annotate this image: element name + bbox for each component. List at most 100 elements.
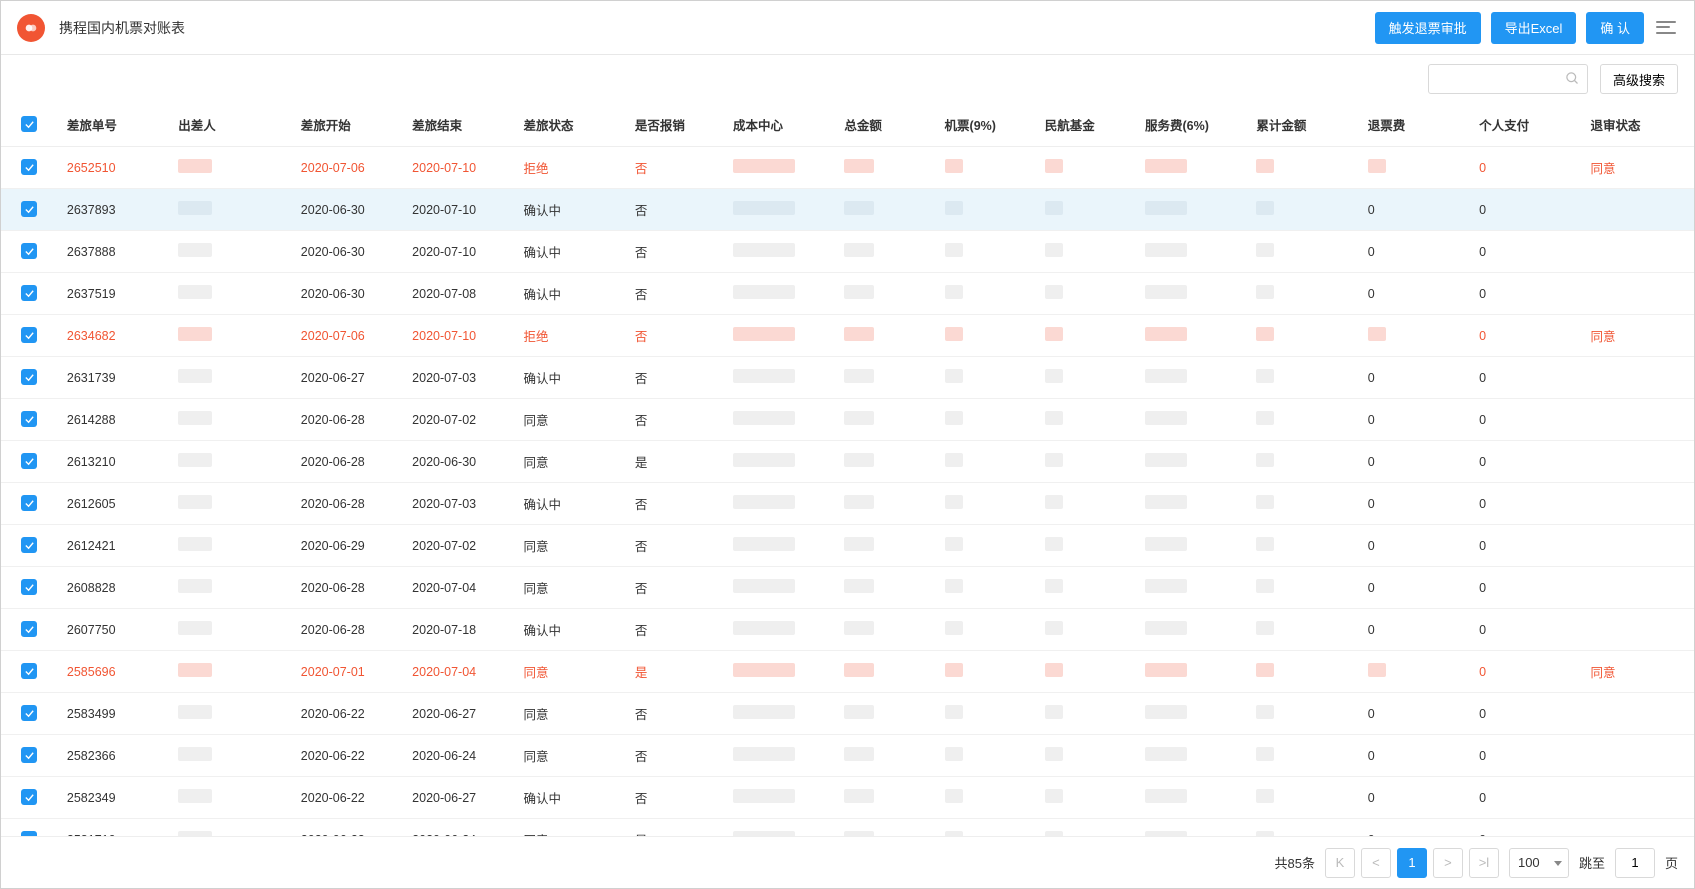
row-checkbox[interactable]	[21, 243, 37, 259]
redacted-value	[733, 537, 795, 551]
search-input[interactable]	[1428, 64, 1588, 94]
column-settings-icon[interactable]	[1654, 16, 1678, 40]
page-prev-button[interactable]: <	[1361, 848, 1391, 878]
col-cost-center[interactable]: 成本中心	[725, 103, 836, 147]
col-ticket-9[interactable]: 机票(9%)	[937, 103, 1037, 147]
cell-total-amount	[836, 483, 936, 525]
cell-aviation-fund	[1037, 693, 1137, 735]
row-checkbox[interactable]	[21, 453, 37, 469]
table-row[interactable]: 26378932020-06-302020-07-10确认中否00	[1, 189, 1694, 231]
cell-cost-center	[725, 147, 836, 189]
row-checkbox[interactable]	[21, 621, 37, 637]
redacted-value	[178, 201, 212, 215]
table-row[interactable]: 26088282020-06-282020-07-04同意否00	[1, 567, 1694, 609]
table-row[interactable]: 25817102020-06-222020-06-24同意是00	[1, 819, 1694, 837]
redacted-value	[178, 537, 212, 551]
table-row[interactable]: 26126052020-06-282020-07-03确认中否00	[1, 483, 1694, 525]
col-accum-amount[interactable]: 累计金额	[1248, 103, 1359, 147]
table-row[interactable]: 26375192020-06-302020-07-08确认中否00	[1, 273, 1694, 315]
cell-start-date: 2020-06-30	[293, 273, 404, 315]
redacted-value	[1256, 285, 1274, 299]
row-checkbox[interactable]	[21, 327, 37, 343]
redacted-value	[733, 285, 795, 299]
row-checkbox[interactable]	[21, 201, 37, 217]
page-number-button[interactable]: 1	[1397, 848, 1427, 878]
col-reimburse[interactable]: 是否报销	[627, 103, 725, 147]
page-size-select[interactable]: 100	[1509, 848, 1569, 878]
col-refund-status[interactable]: 退审状态	[1583, 103, 1694, 147]
cell-reimburse: 否	[627, 483, 725, 525]
page-jump-input[interactable]	[1615, 848, 1655, 878]
page-next-button[interactable]: >	[1433, 848, 1463, 878]
cell-accum-amount	[1248, 399, 1359, 441]
row-checkbox[interactable]	[21, 495, 37, 511]
table-row[interactable]: 26525102020-07-062020-07-10拒绝否0同意	[1, 147, 1694, 189]
table-row[interactable]: 26378882020-06-302020-07-10确认中否00	[1, 231, 1694, 273]
cell-reimburse: 否	[627, 231, 725, 273]
advanced-search-button[interactable]: 高级搜索	[1600, 64, 1678, 94]
col-travel-id[interactable]: 差旅单号	[59, 103, 170, 147]
cell-total-amount	[836, 693, 936, 735]
table-row[interactable]: 25834992020-06-222020-06-27同意否00	[1, 693, 1694, 735]
row-checkbox[interactable]	[21, 285, 37, 301]
cell-cost-center	[725, 483, 836, 525]
table-row[interactable]: 26132102020-06-282020-06-30同意是00	[1, 441, 1694, 483]
redacted-value	[733, 201, 795, 215]
col-personal-pay[interactable]: 个人支付	[1471, 103, 1582, 147]
redacted-value	[844, 327, 874, 341]
row-checkbox[interactable]	[21, 159, 37, 175]
row-checkbox[interactable]	[21, 831, 37, 836]
row-checkbox[interactable]	[21, 747, 37, 763]
col-refund-fee[interactable]: 退票费	[1360, 103, 1471, 147]
cell-refund-status	[1583, 735, 1694, 777]
page-last-button[interactable]: >l	[1469, 848, 1499, 878]
col-service-fee[interactable]: 服务费(6%)	[1137, 103, 1248, 147]
confirm-button[interactable]: 确 认	[1586, 12, 1644, 44]
table-row[interactable]: 26077502020-06-282020-07-18确认中否00	[1, 609, 1694, 651]
row-checkbox[interactable]	[21, 789, 37, 805]
cell-aviation-fund	[1037, 441, 1137, 483]
cell-traveler	[170, 777, 293, 819]
select-all-checkbox[interactable]	[21, 116, 37, 132]
cell-end-date: 2020-06-27	[404, 777, 515, 819]
redacted-value	[178, 705, 212, 719]
col-start-date[interactable]: 差旅开始	[293, 103, 404, 147]
redacted-value	[733, 159, 795, 173]
table-row[interactable]: 26142882020-06-282020-07-02同意否00	[1, 399, 1694, 441]
row-checkbox[interactable]	[21, 705, 37, 721]
cell-travel-id: 2634682	[59, 315, 170, 357]
row-checkbox[interactable]	[21, 537, 37, 553]
row-checkbox[interactable]	[21, 579, 37, 595]
redacted-value	[178, 285, 212, 299]
row-checkbox[interactable]	[21, 369, 37, 385]
cell-reimburse: 是	[627, 819, 725, 837]
table-row[interactable]: 25856962020-07-012020-07-04同意是0同意	[1, 651, 1694, 693]
redacted-value	[945, 327, 963, 341]
cell-personal-pay: 0	[1471, 609, 1582, 651]
col-total-amount[interactable]: 总金额	[836, 103, 936, 147]
export-excel-button[interactable]: 导出Excel	[1491, 12, 1577, 44]
col-aviation-fund[interactable]: 民航基金	[1037, 103, 1137, 147]
redacted-value	[733, 453, 795, 467]
row-checkbox[interactable]	[21, 411, 37, 427]
table-row[interactable]: 26346822020-07-062020-07-10拒绝否0同意	[1, 315, 1694, 357]
row-checkbox[interactable]	[21, 663, 37, 679]
col-travel-status[interactable]: 差旅状态	[516, 103, 627, 147]
search-icon[interactable]	[1565, 71, 1580, 89]
cell-cost-center	[725, 231, 836, 273]
table-row[interactable]: 26317392020-06-272020-07-03确认中否00	[1, 357, 1694, 399]
trigger-refund-button[interactable]: 触发退票审批	[1375, 12, 1481, 44]
redacted-value	[844, 453, 874, 467]
cell-travel-status: 同意	[516, 735, 627, 777]
table-row[interactable]: 25823662020-06-222020-06-24同意否00	[1, 735, 1694, 777]
table-row[interactable]: 26124212020-06-292020-07-02同意否00	[1, 525, 1694, 567]
col-traveler[interactable]: 出差人	[170, 103, 293, 147]
cell-cost-center	[725, 441, 836, 483]
table-row[interactable]: 25823492020-06-222020-06-27确认中否00	[1, 777, 1694, 819]
page-first-button[interactable]: K	[1325, 848, 1355, 878]
cell-refund-fee: 0	[1360, 399, 1471, 441]
redacted-value	[1145, 243, 1187, 257]
col-end-date[interactable]: 差旅结束	[404, 103, 515, 147]
cell-cost-center	[725, 777, 836, 819]
cell-end-date: 2020-06-27	[404, 693, 515, 735]
